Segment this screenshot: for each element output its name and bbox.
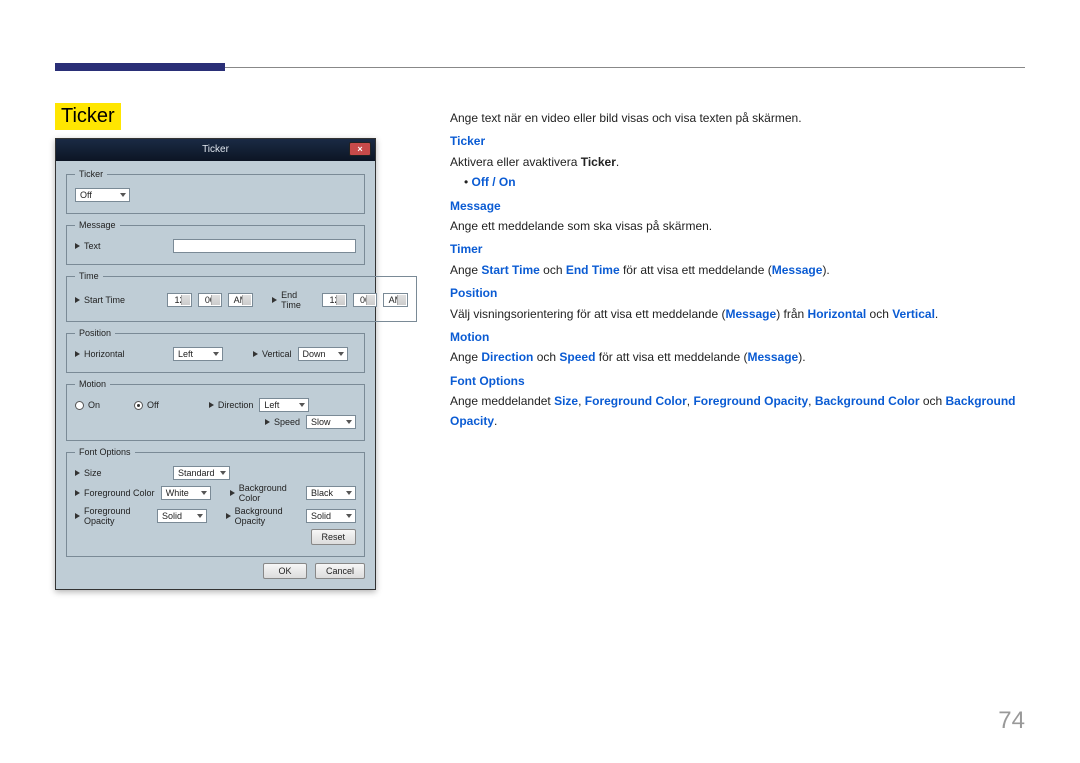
group-ticker: Ticker Off — [66, 169, 365, 214]
fgcolor-select[interactable]: White — [161, 486, 211, 500]
txt-position: Välj visningsorientering för att visa et… — [450, 304, 1025, 324]
message-input[interactable] — [173, 239, 356, 253]
ticker-dialog: Ticker × Ticker Off Message Text Time St… — [55, 138, 376, 590]
txt-ticker: Aktivera eller avaktivera Ticker. — [450, 152, 1025, 172]
ok-button[interactable]: OK — [263, 563, 307, 579]
label-vertical: Vertical — [262, 349, 292, 359]
section-title: Ticker — [55, 103, 121, 130]
h-motion: Motion — [450, 327, 1025, 347]
size-select[interactable]: Standard — [173, 466, 230, 480]
label-bgcolor: Background Color — [239, 483, 300, 503]
h-position: Position — [450, 283, 1025, 303]
legend-font: Font Options — [75, 447, 135, 457]
label-endtime: End Time — [281, 290, 316, 310]
close-button[interactable]: × — [349, 142, 371, 156]
ticker-select[interactable]: Off — [75, 188, 130, 202]
start-hour[interactable]: 12 — [167, 293, 191, 307]
h-font: Font Options — [450, 371, 1025, 391]
reset-button[interactable]: Reset — [311, 529, 357, 545]
direction-select[interactable]: Left — [259, 398, 309, 412]
h-message: Message — [450, 196, 1025, 216]
group-motion: Motion On Off Direction Left Speed Slow — [66, 379, 365, 441]
description-column: Ange text när en video eller bild visas … — [450, 108, 1025, 432]
fgop-select[interactable]: Solid — [157, 509, 207, 523]
end-hour[interactable]: 12 — [322, 293, 346, 307]
group-position: Position Horizontal Left Vertical Down — [66, 328, 365, 373]
txt-message: Ange ett meddelande som ska visas på skä… — [450, 216, 1025, 236]
label-fgop: Foreground Opacity — [84, 506, 151, 526]
group-font: Font Options Size Standard Foreground Co… — [66, 447, 365, 557]
txt-motion: Ange Direction och Speed för att visa et… — [450, 347, 1025, 367]
label-on: On — [88, 400, 100, 410]
label-horizontal: Horizontal — [84, 349, 125, 359]
start-min[interactable]: 00 — [198, 293, 222, 307]
bgcolor-select[interactable]: Black — [306, 486, 356, 500]
dialog-title: Ticker — [202, 144, 229, 155]
txt-timer: Ange Start Time och End Time för att vis… — [450, 260, 1025, 280]
cancel-button[interactable]: Cancel — [315, 563, 365, 579]
end-ampm[interactable]: AM — [383, 293, 407, 307]
motion-on-radio[interactable]: On — [75, 400, 100, 410]
h-timer: Timer — [450, 239, 1025, 259]
dialog-body: Ticker Off Message Text Time Start Time … — [56, 161, 375, 589]
intro-text: Ange text när en video eller bild visas … — [450, 108, 1025, 128]
header-accent — [55, 63, 225, 71]
page-number: 74 — [998, 707, 1025, 735]
speed-select[interactable]: Slow — [306, 415, 356, 429]
label-text: Text — [84, 241, 101, 251]
txt-font: Ange meddelandet Size, Foreground Color,… — [450, 391, 1025, 432]
vertical-select[interactable]: Down — [298, 347, 348, 361]
label-size: Size — [84, 468, 102, 478]
bgop-select[interactable]: Solid — [306, 509, 356, 523]
legend-time: Time — [75, 271, 103, 281]
dialog-titlebar: Ticker × — [56, 139, 375, 161]
legend-ticker: Ticker — [75, 169, 107, 179]
horizontal-select[interactable]: Left — [173, 347, 223, 361]
h-ticker: Ticker — [450, 131, 1025, 151]
label-fgcolor: Foreground Color — [84, 488, 155, 498]
opt-offon: Off / On — [472, 175, 516, 189]
start-ampm[interactable]: AM — [228, 293, 252, 307]
legend-position: Position — [75, 328, 115, 338]
group-time: Time Start Time 12 00 AM End Time 12 00 … — [66, 271, 417, 322]
legend-motion: Motion — [75, 379, 110, 389]
motion-off-radio[interactable]: Off — [134, 400, 159, 410]
label-speed: Speed — [274, 417, 300, 427]
legend-message: Message — [75, 220, 120, 230]
group-message: Message Text — [66, 220, 365, 265]
label-starttime: Start Time — [84, 295, 125, 305]
label-direction: Direction — [218, 400, 254, 410]
label-off: Off — [147, 400, 159, 410]
label-bgop: Background Opacity — [235, 506, 300, 526]
end-min[interactable]: 00 — [353, 293, 377, 307]
